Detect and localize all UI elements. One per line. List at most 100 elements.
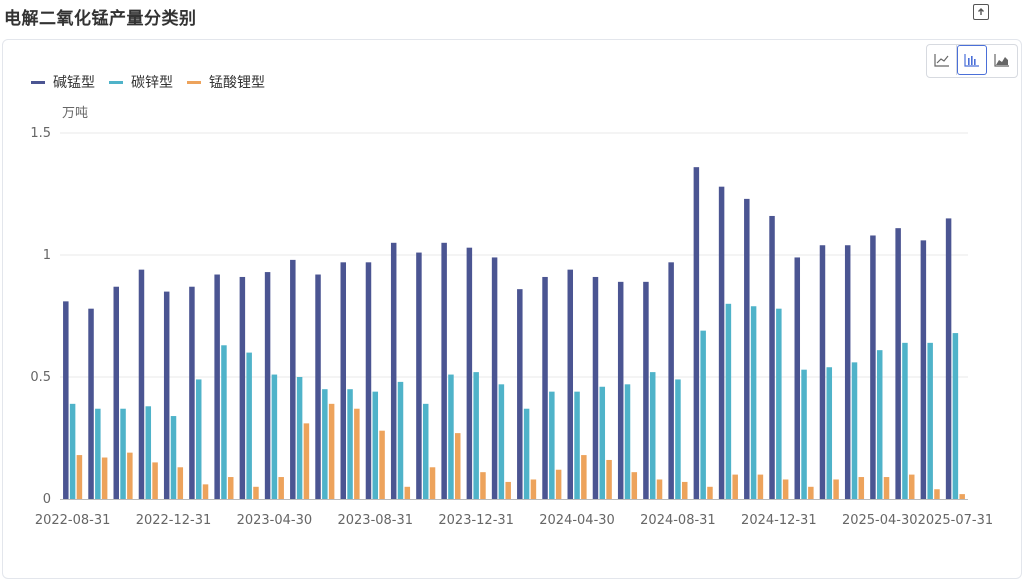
bar xyxy=(466,247,473,499)
bar xyxy=(340,262,347,499)
bar xyxy=(221,345,227,499)
bar xyxy=(782,479,789,499)
bar xyxy=(372,391,379,499)
bar xyxy=(581,455,587,499)
bar xyxy=(227,477,234,499)
bar-chart-icon[interactable] xyxy=(957,45,987,75)
bar xyxy=(113,286,120,499)
export-icon[interactable] xyxy=(973,4,989,20)
chart-legend: 碱锰型 碳锌型 锰酸锂型 xyxy=(31,72,265,92)
bar xyxy=(826,367,833,499)
bar xyxy=(794,257,801,499)
bar xyxy=(732,474,738,499)
bar xyxy=(952,333,959,499)
bar xyxy=(404,486,411,499)
y-tick-label: 1 xyxy=(43,248,51,263)
x-tick-label: 2022-12-31 xyxy=(136,513,212,528)
bar xyxy=(808,486,814,499)
legend-item-alkaline[interactable]: 碱锰型 xyxy=(31,72,95,92)
bar xyxy=(290,259,296,499)
bar xyxy=(599,386,606,499)
bar xyxy=(296,377,303,499)
bar xyxy=(776,308,782,499)
bar xyxy=(163,291,170,499)
line-chart-icon[interactable] xyxy=(927,45,957,75)
bar xyxy=(851,362,858,499)
bar xyxy=(303,423,310,499)
bar xyxy=(152,462,158,499)
x-tick-label: 2025-07-31 xyxy=(918,513,994,528)
bar xyxy=(76,455,83,499)
bar xyxy=(214,274,220,499)
bar xyxy=(264,272,271,499)
bar xyxy=(448,374,454,499)
bar xyxy=(63,301,69,499)
bar xyxy=(101,457,108,499)
bar xyxy=(271,374,278,499)
bar xyxy=(95,408,101,499)
bar xyxy=(328,403,335,499)
bar xyxy=(819,245,826,499)
page-title: 电解二氧化锰产量分类别 xyxy=(4,9,197,29)
bar xyxy=(354,408,360,499)
bar xyxy=(643,281,649,499)
bar xyxy=(681,481,688,499)
x-tick-label: 2022-08-31 xyxy=(35,513,111,528)
legend-label-carbon-zinc: 碳锌型 xyxy=(131,75,173,91)
bar xyxy=(246,352,252,499)
bar xyxy=(491,257,498,499)
bar xyxy=(844,245,851,499)
bar xyxy=(549,391,555,499)
bar xyxy=(239,276,246,499)
bar xyxy=(422,403,429,499)
bar xyxy=(379,430,385,499)
bar xyxy=(542,276,548,499)
bar xyxy=(322,389,328,499)
bar xyxy=(441,242,447,500)
legend-item-lithium-manganate[interactable]: 锰酸锂型 xyxy=(187,72,265,92)
bar xyxy=(833,479,839,499)
bar xyxy=(927,342,933,499)
bar xyxy=(473,372,479,499)
bar xyxy=(347,389,353,499)
bar xyxy=(138,269,145,499)
bar xyxy=(127,452,133,499)
bar xyxy=(365,262,372,499)
bar xyxy=(744,198,750,499)
bar xyxy=(574,391,580,499)
bar xyxy=(718,186,725,499)
bar xyxy=(253,486,259,499)
bar xyxy=(170,416,177,499)
area-chart-icon[interactable] xyxy=(987,45,1017,75)
bar xyxy=(145,406,152,499)
bar xyxy=(707,486,713,499)
bar xyxy=(631,472,638,499)
bar xyxy=(530,479,537,499)
legend-label-lithium-manganate: 锰酸锂型 xyxy=(209,75,265,91)
bar xyxy=(959,494,965,499)
bar xyxy=(189,286,195,499)
legend-swatch-alkaline xyxy=(31,80,45,84)
bar xyxy=(876,350,883,499)
bar xyxy=(725,303,732,499)
bar xyxy=(801,369,807,499)
bar xyxy=(480,472,486,499)
bar xyxy=(555,469,562,499)
x-tick-label: 2024-04-30 xyxy=(539,513,615,528)
x-tick-label: 2023-12-31 xyxy=(438,513,514,528)
bar xyxy=(498,384,505,499)
bar xyxy=(668,262,674,499)
bar xyxy=(934,489,940,499)
bar xyxy=(757,474,764,499)
legend-item-carbon-zinc[interactable]: 碳锌型 xyxy=(109,72,173,92)
bar xyxy=(624,384,631,499)
bar xyxy=(693,167,700,499)
y-tick-label: 0 xyxy=(43,492,51,507)
bar xyxy=(895,228,901,499)
y-tick-label: 0.5 xyxy=(30,370,51,385)
bar xyxy=(675,379,681,499)
bar xyxy=(177,467,184,499)
bar xyxy=(505,481,511,499)
bar xyxy=(858,477,865,499)
y-axis-unit: 万吨 xyxy=(62,106,89,121)
